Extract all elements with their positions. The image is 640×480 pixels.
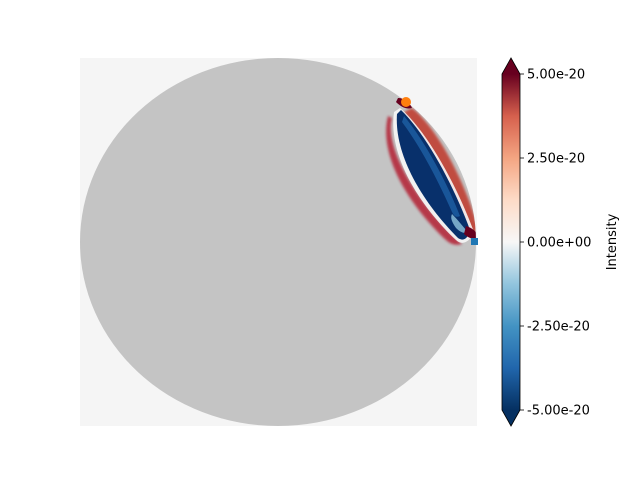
colorbar-gradient [502, 74, 520, 410]
receiver-marker [471, 238, 478, 245]
colorbar-tick-label: -2.50e-20 [527, 320, 590, 335]
colorbar-tick-label: -5.00e-20 [527, 404, 590, 419]
kernel-negative-streak [402, 116, 460, 217]
colorbar-tick-label: 0.00e+00 [527, 236, 591, 251]
kernel-positive-tip [464, 226, 476, 239]
colorbar-tick-label: 5.00e-20 [527, 68, 585, 83]
kernel-light-patch [451, 214, 468, 233]
colorbar-extend-bottom [502, 410, 520, 426]
colorbar-ticks: 5.00e-20 2.50e-20 0.00e+00 -2.50e-20 -5.00e-… [520, 68, 591, 419]
colorbar-label: Intensity [605, 213, 620, 270]
colorbar: 5.00e-20 2.50e-20 0.00e+00 -2.50e-20 -5.00e-… [501, 57, 620, 427]
colorbar-tick-label: 2.50e-20 [527, 152, 585, 167]
colorbar-extend-top [502, 58, 520, 74]
domain-disk [80, 58, 476, 426]
kernel-positive-inner [386, 116, 462, 245]
source-marker [401, 97, 411, 107]
